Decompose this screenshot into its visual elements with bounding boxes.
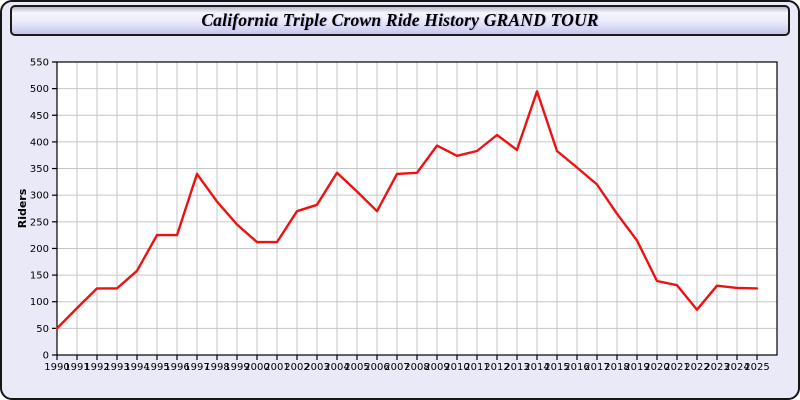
y-axis-tick-label: 50: [36, 324, 49, 335]
x-axis-tick-label: 1997: [184, 362, 209, 373]
x-axis-tick-label: 2002: [284, 362, 309, 373]
x-axis-tick-label: 2021: [664, 362, 689, 373]
x-axis-tick-label: 2022: [684, 362, 709, 373]
y-axis-tick-label: 450: [30, 111, 49, 122]
x-axis-tick-label: 2015: [544, 362, 569, 373]
x-axis-tick-label: 1990: [44, 362, 69, 373]
x-axis-tick-label: 2014: [524, 362, 549, 373]
ride-history-line-chart: 0501001502002503003504004505005501990199…: [16, 58, 778, 373]
x-axis-tick-label: 2016: [564, 362, 589, 373]
y-axis-tick-label: 350: [30, 164, 49, 175]
x-axis-tick-label: 2004: [324, 362, 349, 373]
chart-container: 0 50 100 150 200 250 300 350 400 450 500 550 1990 199…: [2, 36, 798, 398]
x-axis-tick-label: 2012: [484, 362, 509, 373]
x-axis-tick-label: 2010: [444, 362, 469, 373]
x-axis-tick-label: 1999: [224, 362, 249, 373]
y-axis-tick-label: 550: [30, 58, 49, 69]
x-axis-tick-label: 1995: [144, 362, 169, 373]
x-axis-tick-label: 2017: [584, 362, 609, 373]
x-axis-tick-label: 2005: [344, 362, 369, 373]
y-axis-tick-label: 400: [30, 137, 49, 148]
riders-data-line: [55, 90, 759, 330]
x-axis-tick-label: 1993: [104, 362, 129, 373]
x-axis-tick-label: 1994: [124, 362, 149, 373]
x-axis-tick-label: 2023: [704, 362, 729, 373]
y-axis-title: Riders: [16, 188, 29, 228]
x-axis-tick-label: 2003: [304, 362, 329, 373]
header-bar: California Triple Crown Ride History GRA…: [10, 5, 790, 36]
x-axis-tick-label: 1992: [84, 362, 109, 373]
x-axis-tick-label: 2011: [464, 362, 489, 373]
y-axis-tick-label: 500: [30, 84, 49, 95]
page-title: California Triple Crown Ride History GRA…: [201, 10, 599, 30]
x-axis-tick-label: 2001: [264, 362, 289, 373]
x-axis-tick-label: 2009: [424, 362, 449, 373]
y-axis-tick-label: 0: [43, 351, 49, 362]
x-axis-tick-label: 2019: [624, 362, 649, 373]
y-axis-tick-label: 150: [30, 271, 49, 282]
x-axis-tick-label: 1998: [204, 362, 229, 373]
x-axis-tick-label: 1996: [164, 362, 189, 373]
x-axis-tick-label: 2006: [364, 362, 389, 373]
y-axis-tick-label: 250: [30, 217, 49, 228]
x-axis-tick-label: 2025: [744, 362, 769, 373]
x-axis-tick-label: 2008: [404, 362, 429, 373]
x-axis-tick-label: 2007: [384, 362, 409, 373]
x-axis-tick-label: 2000: [244, 362, 269, 373]
x-axis-tick-label: 2020: [644, 362, 669, 373]
x-axis-tick-label: 2018: [604, 362, 629, 373]
x-axis-tick-label: 2024: [724, 362, 749, 373]
y-axis-tick-label: 300: [30, 191, 49, 202]
y-axis-tick-label: 100: [30, 297, 49, 308]
x-axis-tick-label: 2013: [504, 362, 529, 373]
y-axis-tick-label: 200: [30, 244, 49, 255]
x-axis-tick-label: 1991: [64, 362, 89, 373]
